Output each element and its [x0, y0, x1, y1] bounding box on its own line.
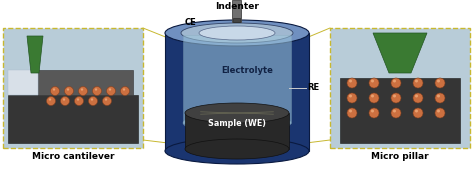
Ellipse shape: [165, 138, 309, 164]
Circle shape: [371, 94, 374, 98]
Circle shape: [369, 93, 379, 103]
Circle shape: [349, 80, 352, 83]
Circle shape: [349, 94, 352, 98]
Circle shape: [107, 86, 116, 95]
Circle shape: [393, 80, 396, 83]
Circle shape: [92, 86, 101, 95]
Circle shape: [347, 108, 357, 118]
Polygon shape: [27, 36, 43, 73]
Circle shape: [369, 108, 379, 118]
Ellipse shape: [165, 20, 309, 46]
Polygon shape: [373, 33, 427, 73]
Text: Micro cantilever: Micro cantilever: [32, 152, 114, 161]
Circle shape: [102, 97, 111, 106]
Circle shape: [437, 80, 440, 83]
Circle shape: [391, 108, 401, 118]
Text: Micro pillar: Micro pillar: [371, 152, 429, 161]
Circle shape: [123, 88, 125, 91]
Circle shape: [95, 88, 97, 91]
Circle shape: [371, 110, 374, 112]
Circle shape: [435, 108, 445, 118]
Circle shape: [371, 80, 374, 83]
Circle shape: [415, 80, 418, 83]
Circle shape: [67, 88, 69, 91]
Circle shape: [109, 88, 111, 91]
Circle shape: [64, 86, 73, 95]
Circle shape: [120, 86, 129, 95]
Circle shape: [49, 98, 51, 101]
Bar: [234, 18, 240, 22]
Circle shape: [393, 110, 396, 112]
Circle shape: [393, 94, 396, 98]
Circle shape: [369, 78, 379, 88]
Circle shape: [435, 78, 445, 88]
Circle shape: [105, 98, 107, 101]
Bar: [8, 95, 138, 143]
Circle shape: [77, 98, 79, 101]
Circle shape: [437, 94, 440, 98]
Circle shape: [413, 78, 423, 88]
Circle shape: [415, 94, 418, 98]
Ellipse shape: [181, 23, 293, 43]
Bar: [8, 70, 38, 95]
Polygon shape: [185, 113, 289, 149]
Bar: [233, 0, 241, 22]
Circle shape: [435, 93, 445, 103]
Circle shape: [415, 110, 418, 112]
Text: RE: RE: [307, 83, 319, 92]
FancyBboxPatch shape: [3, 28, 143, 148]
Circle shape: [74, 97, 83, 106]
Circle shape: [51, 86, 60, 95]
Ellipse shape: [183, 113, 291, 133]
Circle shape: [61, 97, 70, 106]
Circle shape: [46, 97, 55, 106]
Text: Electrolyte: Electrolyte: [221, 66, 273, 75]
Circle shape: [79, 86, 88, 95]
Text: Sample (WE): Sample (WE): [208, 119, 266, 128]
Bar: [38, 70, 133, 95]
Circle shape: [91, 98, 93, 101]
Circle shape: [413, 93, 423, 103]
Circle shape: [347, 93, 357, 103]
Circle shape: [347, 78, 357, 88]
Circle shape: [53, 88, 55, 91]
Circle shape: [437, 110, 440, 112]
Polygon shape: [183, 35, 291, 123]
Ellipse shape: [185, 139, 289, 159]
FancyBboxPatch shape: [330, 28, 470, 148]
Circle shape: [81, 88, 83, 91]
Text: CE: CE: [185, 18, 197, 27]
Circle shape: [391, 78, 401, 88]
Ellipse shape: [199, 26, 275, 40]
Circle shape: [391, 93, 401, 103]
Polygon shape: [165, 33, 309, 151]
Circle shape: [89, 97, 98, 106]
Text: Indenter: Indenter: [215, 2, 259, 11]
Circle shape: [349, 110, 352, 112]
Ellipse shape: [185, 103, 289, 123]
Circle shape: [63, 98, 65, 101]
Circle shape: [413, 108, 423, 118]
Bar: [340, 78, 460, 143]
